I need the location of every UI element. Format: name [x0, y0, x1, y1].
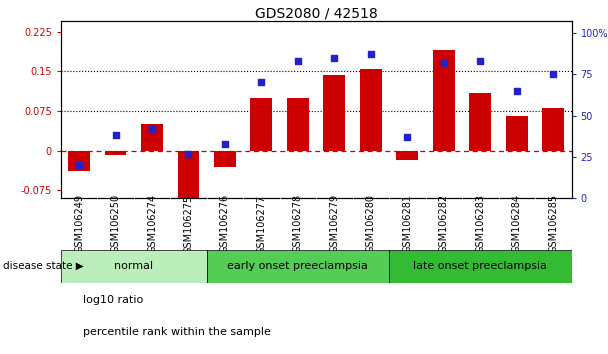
- Bar: [250, 98, 272, 151]
- Point: [257, 80, 266, 85]
- Text: late onset preeclampsia: late onset preeclampsia: [413, 261, 547, 272]
- Text: disease state ▶: disease state ▶: [3, 261, 84, 271]
- Title: GDS2080 / 42518: GDS2080 / 42518: [255, 6, 378, 20]
- Text: percentile rank within the sample: percentile rank within the sample: [83, 327, 271, 337]
- Text: GSM106249: GSM106249: [74, 194, 84, 253]
- Bar: [389, 250, 572, 283]
- Text: GSM106250: GSM106250: [111, 194, 120, 253]
- Text: GSM106277: GSM106277: [257, 194, 266, 253]
- Bar: [141, 124, 163, 151]
- Text: normal: normal: [114, 261, 153, 272]
- Bar: [214, 151, 236, 166]
- Bar: [396, 151, 418, 160]
- Point: [74, 162, 84, 168]
- Bar: [68, 151, 90, 171]
- Text: GSM106279: GSM106279: [330, 194, 339, 253]
- Text: GSM106283: GSM106283: [475, 194, 485, 253]
- Bar: [506, 116, 528, 151]
- Text: log10 ratio: log10 ratio: [83, 295, 143, 305]
- Point: [111, 132, 120, 138]
- Text: GSM106284: GSM106284: [512, 194, 522, 253]
- Point: [220, 141, 230, 147]
- Point: [330, 55, 339, 61]
- Text: GSM106278: GSM106278: [293, 194, 303, 253]
- Bar: [61, 250, 207, 283]
- Text: GSM106282: GSM106282: [439, 194, 449, 253]
- Text: GSM106280: GSM106280: [366, 194, 376, 253]
- Point: [293, 58, 303, 64]
- Point: [439, 60, 449, 65]
- Text: GSM106275: GSM106275: [184, 194, 193, 253]
- Bar: [433, 50, 455, 151]
- Point: [475, 58, 485, 64]
- Text: GSM106281: GSM106281: [402, 194, 412, 253]
- Text: early onset preeclampsia: early onset preeclampsia: [227, 261, 368, 272]
- Point: [147, 126, 157, 132]
- Text: GSM106274: GSM106274: [147, 194, 157, 253]
- Point: [548, 72, 558, 77]
- Bar: [178, 151, 199, 206]
- Point: [366, 51, 376, 57]
- Bar: [469, 92, 491, 151]
- Bar: [323, 75, 345, 151]
- Bar: [105, 151, 126, 155]
- Point: [512, 88, 522, 93]
- Bar: [542, 108, 564, 151]
- Text: GSM106285: GSM106285: [548, 194, 558, 253]
- Bar: [287, 98, 309, 151]
- Point: [402, 134, 412, 140]
- Bar: [360, 69, 382, 151]
- Text: GSM106276: GSM106276: [220, 194, 230, 253]
- Point: [184, 151, 193, 156]
- Bar: [207, 250, 389, 283]
